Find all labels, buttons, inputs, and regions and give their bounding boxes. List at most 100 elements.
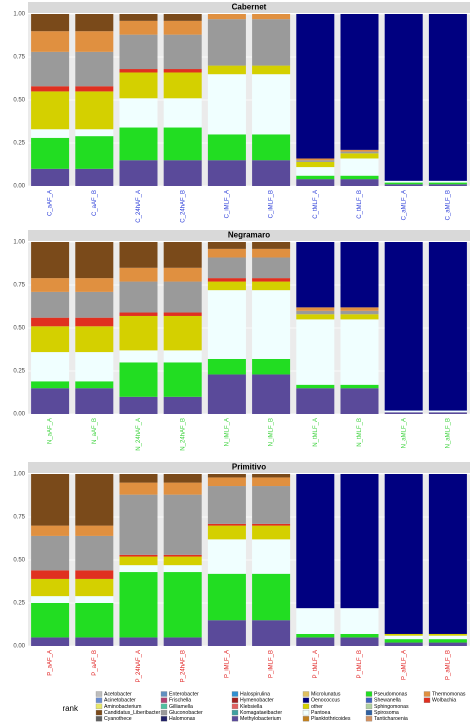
x-tick-label: N_aMLF_A — [401, 418, 407, 448]
bar-segment — [340, 242, 379, 308]
bar-segment — [163, 315, 202, 351]
y-tick-label: 1.00 — [13, 12, 25, 18]
bar-segment — [384, 14, 423, 181]
y-tick-label: 0.50 — [13, 326, 25, 332]
bar-segment — [296, 474, 335, 609]
bar-segment — [75, 525, 114, 536]
bar-segment — [207, 257, 246, 279]
bar-segment — [296, 158, 335, 161]
bar-segment — [207, 160, 246, 186]
bar-segment — [252, 539, 291, 574]
legend-swatch — [302, 716, 310, 722]
bar-segment — [252, 257, 291, 279]
bar-segment — [428, 184, 467, 186]
y-tick-label: 0.75 — [13, 283, 25, 289]
bar-segment — [75, 51, 114, 87]
bar-segment — [163, 69, 202, 73]
bar-segment — [31, 474, 70, 526]
bar-segment — [252, 620, 291, 646]
facet-strip — [28, 230, 470, 241]
x-tick-label: P_aAF_A — [48, 650, 54, 676]
legend-swatch — [231, 709, 239, 716]
bar-segment — [340, 384, 379, 389]
legend-label: Komagataeibacter — [240, 710, 282, 716]
bar-segment — [207, 620, 246, 646]
x-tick-label: P_aAF_B — [92, 650, 98, 676]
legend-label: other — [311, 704, 323, 710]
legend-swatch — [423, 697, 431, 703]
bar-segment — [163, 312, 202, 316]
bar-segment — [252, 358, 291, 375]
bar-segment — [207, 374, 246, 414]
bar-segment — [296, 179, 335, 186]
legend-label: Hymenobacter — [240, 698, 274, 704]
bar-segment — [163, 350, 202, 363]
bar-segment — [119, 572, 158, 638]
bar-segment — [252, 573, 291, 621]
bar-segment — [119, 242, 158, 268]
bar-segment — [207, 358, 246, 375]
legend-label: Tanticharoenia — [374, 716, 408, 722]
bar-segment — [340, 633, 379, 638]
bar-segment — [207, 19, 246, 66]
bar-segment — [31, 86, 70, 92]
bar-segment — [119, 474, 158, 483]
bar-segment — [31, 14, 70, 32]
bar-segment — [119, 267, 158, 282]
legend-label: Acinetobacter — [104, 698, 136, 704]
legend-label: Sphingomonas — [374, 704, 409, 710]
bar-segment — [207, 573, 246, 621]
bar-segment — [31, 381, 70, 389]
x-tick-label: C_tMLF_B — [357, 190, 363, 219]
legend-swatch — [365, 697, 373, 703]
bar-segment — [340, 310, 379, 315]
bar-segment — [207, 278, 246, 282]
bar-segment — [75, 291, 114, 318]
bar-segment — [31, 31, 70, 52]
bar-segment — [340, 153, 379, 159]
bar-segment — [207, 134, 246, 161]
bar-segment — [428, 639, 467, 643]
bar-segment — [296, 167, 335, 176]
y-tick-label: 1.00 — [13, 472, 25, 478]
bar-segment — [384, 180, 423, 183]
bar-segment — [119, 34, 158, 70]
bar-segment — [340, 151, 379, 154]
x-tick-label: P_aMLF_B — [445, 650, 451, 680]
legend-label: Candidatus_Liberibacter — [104, 710, 161, 716]
bar-segment — [384, 474, 423, 634]
bar-segment — [75, 570, 114, 579]
bar-segment — [75, 317, 114, 327]
legend-label: Shewanella — [374, 698, 401, 704]
bar-segment — [340, 637, 379, 646]
bar-segment — [296, 637, 335, 646]
bar-segment — [296, 160, 335, 162]
bar-segment — [31, 91, 70, 130]
bar-segment — [75, 637, 114, 646]
bar-segment — [252, 278, 291, 282]
bar-segment — [252, 160, 291, 186]
bar-segment — [163, 242, 202, 268]
x-tick-label: C_aMLF_A — [401, 190, 407, 220]
bar-segment — [75, 91, 114, 130]
legend-swatch — [160, 716, 168, 722]
y-tick-label: 0.75 — [13, 55, 25, 61]
bar-segment — [119, 160, 158, 186]
bar-segment — [384, 642, 423, 646]
bar-segment — [119, 312, 158, 316]
bar-segment — [428, 242, 467, 411]
facet-title: Negramaro — [228, 231, 270, 240]
x-tick-label: N_tMLF_A — [313, 418, 319, 447]
bar-segment — [428, 633, 467, 636]
bar-segment — [31, 525, 70, 536]
x-tick-label: N_iMLF_A — [224, 418, 230, 446]
bar-segment — [384, 182, 423, 185]
legend-swatch — [365, 716, 373, 722]
bar-segment — [75, 14, 114, 32]
bar-segment — [340, 149, 379, 152]
x-tick-label: C_iMLF_A — [224, 190, 230, 218]
y-tick-label: 0.75 — [13, 515, 25, 521]
bar-segment — [119, 72, 158, 99]
y-tick-label: 0.25 — [13, 369, 25, 375]
bar-segment — [207, 74, 246, 135]
